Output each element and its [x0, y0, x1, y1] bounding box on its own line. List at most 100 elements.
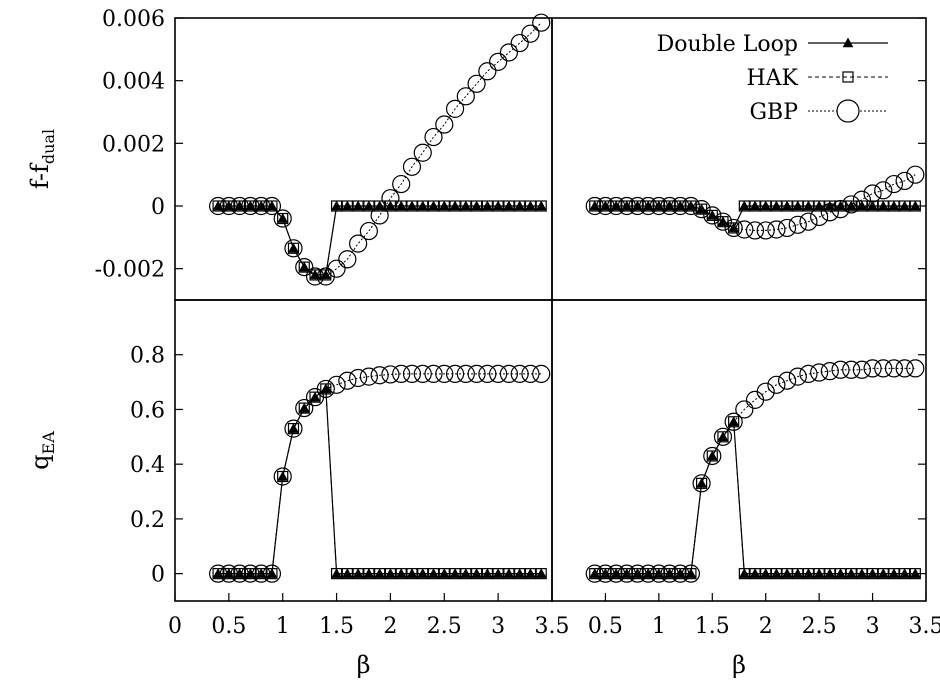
data-point	[532, 13, 551, 32]
data-point	[845, 568, 857, 578]
x-axis-label: β	[357, 651, 371, 679]
y-tick-label: 0.006	[102, 7, 165, 32]
data-point	[610, 568, 622, 578]
data-point	[706, 450, 718, 461]
data-point	[835, 568, 846, 578]
data-point	[717, 216, 729, 226]
legend-label: GBP	[749, 100, 798, 125]
data-point	[273, 467, 292, 486]
y-tick-label: 0.8	[130, 344, 165, 369]
data-point	[460, 200, 472, 211]
x-tick-label: 0.5	[588, 614, 623, 639]
data-point	[374, 200, 386, 211]
panel-frame	[174, 17, 553, 301]
data-point	[295, 398, 314, 418]
data-point	[803, 568, 814, 578]
data-point	[417, 568, 429, 578]
data-point	[813, 200, 825, 211]
data-point	[728, 416, 740, 427]
data-point	[255, 200, 267, 211]
y-tick-label: 0.2	[130, 508, 165, 533]
data-point	[781, 568, 793, 578]
data-point	[760, 568, 772, 578]
data-point	[685, 568, 697, 578]
series-dl	[212, 200, 547, 280]
data-point	[724, 218, 743, 238]
data-point	[884, 174, 904, 194]
data-point	[445, 364, 465, 383]
data-point	[352, 200, 364, 211]
x-tick-label: 1	[652, 614, 666, 639]
x-tick-label: 2	[759, 614, 773, 639]
series-line	[218, 205, 542, 276]
data-point	[309, 391, 321, 402]
data-point	[632, 568, 643, 578]
data-point	[510, 364, 529, 383]
legend-item-hak: HAK	[746, 66, 888, 91]
data-point	[788, 215, 807, 234]
data-point	[824, 568, 836, 578]
data-point	[856, 200, 868, 211]
data-point	[824, 200, 836, 211]
data-point	[234, 200, 246, 211]
data-point	[503, 568, 515, 578]
y-tick-label: 0	[151, 563, 165, 588]
data-point	[735, 400, 754, 419]
data-point	[756, 221, 775, 240]
data-point	[349, 234, 368, 253]
y-tick-label: 0.002	[102, 132, 165, 157]
data-point	[395, 568, 407, 578]
data-point	[521, 24, 540, 43]
data-point	[338, 250, 357, 269]
data-point	[456, 87, 475, 106]
data-point	[266, 568, 278, 578]
data-point	[703, 446, 722, 466]
series-dl	[589, 200, 921, 233]
series-dl	[589, 416, 921, 578]
legend: Double Loop HAK GBP	[657, 32, 888, 125]
data-point	[756, 382, 775, 401]
data-point	[402, 157, 422, 176]
data-point	[223, 200, 235, 211]
data-point	[489, 52, 508, 71]
data-point	[653, 200, 665, 211]
data-point	[438, 200, 450, 211]
x-tick-label: 3	[491, 614, 505, 639]
data-point	[417, 200, 429, 211]
data-point	[435, 364, 454, 383]
data-point	[884, 359, 904, 378]
x-tick-label: 3.5	[909, 614, 940, 639]
legend-marker	[842, 37, 854, 48]
data-point	[845, 200, 857, 211]
data-point	[234, 568, 246, 578]
data-point	[478, 62, 497, 81]
data-point	[899, 200, 911, 211]
data-point	[664, 568, 675, 578]
data-point	[413, 143, 432, 162]
data-point	[402, 364, 422, 383]
data-point	[525, 568, 536, 578]
data-point	[510, 33, 529, 53]
data-point	[835, 200, 846, 211]
series-dl	[212, 383, 547, 578]
data-point	[363, 568, 375, 578]
data-point	[460, 568, 472, 578]
data-point	[909, 200, 921, 211]
data-point	[803, 200, 814, 211]
data-point	[428, 200, 439, 211]
series-hak	[589, 416, 921, 580]
data-point	[589, 200, 601, 211]
data-point	[320, 269, 332, 280]
data-point	[467, 364, 486, 383]
data-point	[492, 200, 504, 211]
x-tick-label: 0	[168, 614, 182, 639]
series-line	[594, 367, 916, 575]
data-point	[385, 200, 396, 211]
data-point	[374, 568, 386, 578]
data-point	[395, 200, 407, 211]
data-point	[341, 200, 353, 211]
data-point	[499, 364, 519, 383]
data-point	[481, 568, 493, 578]
data-point	[888, 200, 900, 211]
